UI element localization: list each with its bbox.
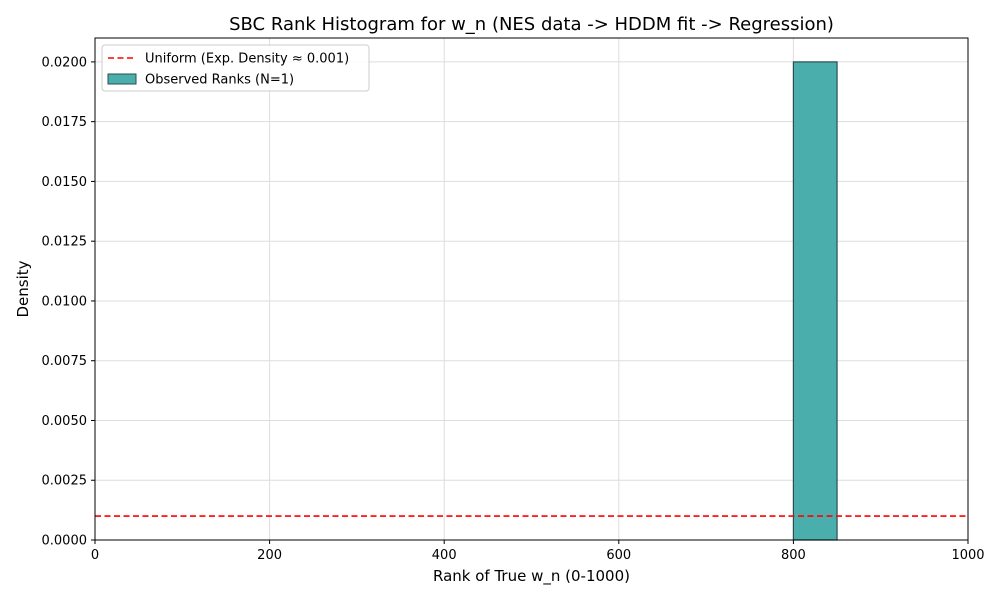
x-tick-label: 600 bbox=[606, 548, 631, 563]
y-tick-label: 0.0125 bbox=[42, 235, 88, 250]
x-tick-label: 200 bbox=[257, 548, 282, 563]
x-tick-label: 800 bbox=[781, 548, 806, 563]
x-axis-label: Rank of True w_n (0-1000) bbox=[433, 567, 630, 586]
y-tick-label: 0.0025 bbox=[42, 474, 88, 489]
legend-entry-label: Uniform (Exp. Density ≈ 0.001) bbox=[145, 52, 349, 67]
legend-patch-swatch bbox=[107, 73, 137, 85]
histogram-bars bbox=[792, 61, 838, 541]
y-tick-label: 0.0000 bbox=[42, 534, 88, 549]
x-tick-label: 400 bbox=[432, 548, 457, 563]
legend: Uniform (Exp. Density ≈ 0.001) Observed R… bbox=[101, 44, 370, 92]
y-tick-label: 0.0100 bbox=[42, 294, 88, 309]
x-tick-label: 0 bbox=[91, 548, 99, 563]
legend-entry-label: Observed Ranks (N=1) bbox=[145, 73, 294, 88]
y-tick-label: 0.0075 bbox=[42, 354, 88, 369]
legend-box bbox=[101, 44, 370, 92]
y-tick-label: 0.0200 bbox=[42, 55, 88, 70]
y-tick-label: 0.0050 bbox=[42, 414, 88, 429]
x-tick-label: 1000 bbox=[951, 548, 984, 563]
plot-area-frame bbox=[94, 37, 969, 541]
chart-title: SBC Rank Histogram for w_n (NES data -> … bbox=[229, 14, 834, 35]
y-tick-label: 0.0175 bbox=[42, 115, 88, 130]
y-tick-label: 0.0150 bbox=[42, 175, 88, 190]
y-axis-label: Density bbox=[14, 260, 32, 317]
histogram-bar bbox=[792, 61, 838, 541]
axis-ticks: 0 200 400 600 800 1000 0.0000 0.0025 0.0050 0.007… bbox=[42, 55, 985, 563]
